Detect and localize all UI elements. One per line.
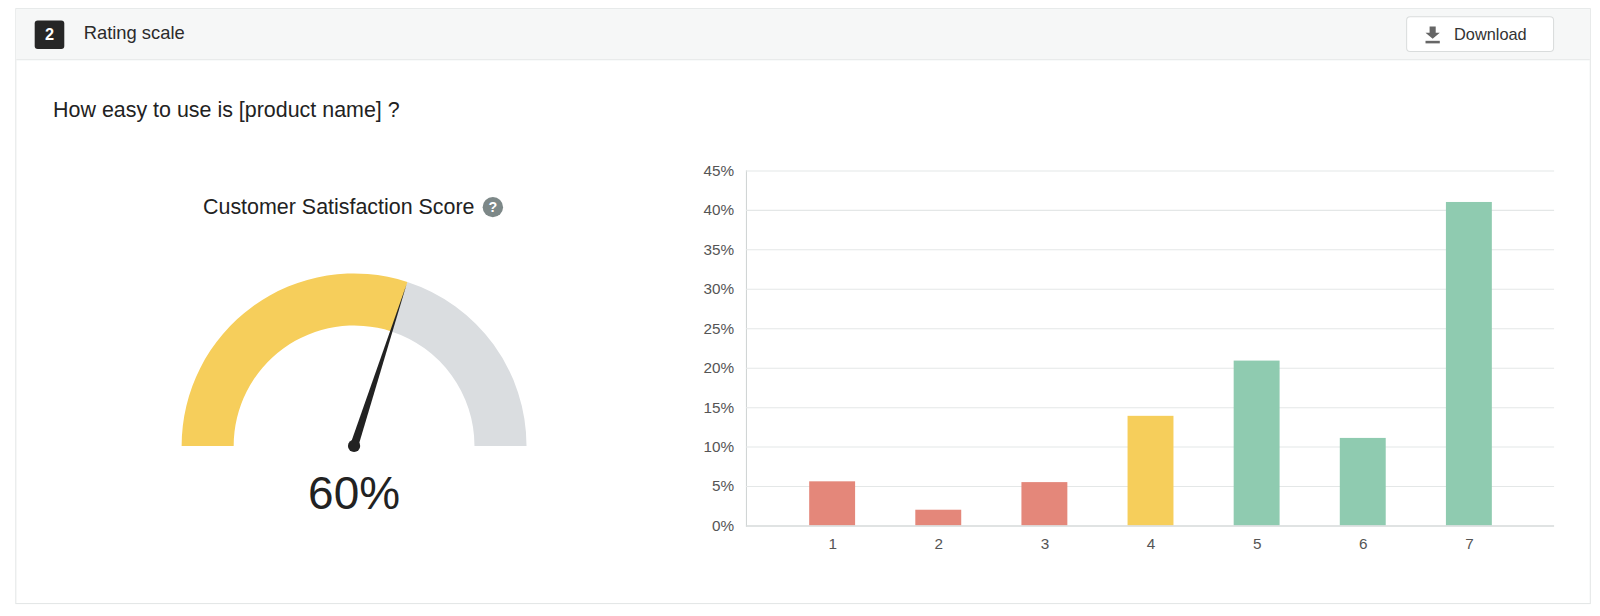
svg-text:5%: 5%	[712, 477, 735, 494]
html-text:Rating scale: Rating scale	[83, 22, 185, 43]
svg-text:20%: 20%	[704, 359, 735, 376]
svg-text:2: 2	[935, 535, 944, 552]
svg-text:35%: 35%	[704, 241, 735, 258]
svg-text:5: 5	[1253, 535, 1262, 552]
html-text:Download: Download	[1454, 25, 1527, 43]
html-text:60%: 60%	[308, 467, 400, 520]
svg-text:40%: 40%	[704, 201, 735, 218]
svg-text:4: 4	[1147, 535, 1156, 552]
svg-text:25%: 25%	[704, 320, 735, 337]
svg-text:1: 1	[828, 535, 837, 552]
svg-text:45%: 45%	[704, 162, 735, 179]
svg-text:10%: 10%	[704, 438, 735, 455]
svg-text:7: 7	[1465, 535, 1474, 552]
svg-text:0%: 0%	[712, 517, 735, 534]
svg-text:30%: 30%	[704, 280, 735, 297]
html-text:Customer Satisfaction Score: Customer Satisfaction Score	[203, 194, 475, 219]
html-text:2: 2	[44, 25, 54, 43]
svg-text:3: 3	[1041, 535, 1050, 552]
svg-text:6: 6	[1359, 535, 1368, 552]
html-text:How easy to use is [product na: How easy to use is [product name] ?	[53, 98, 400, 122]
svg-text:15%: 15%	[704, 399, 735, 416]
